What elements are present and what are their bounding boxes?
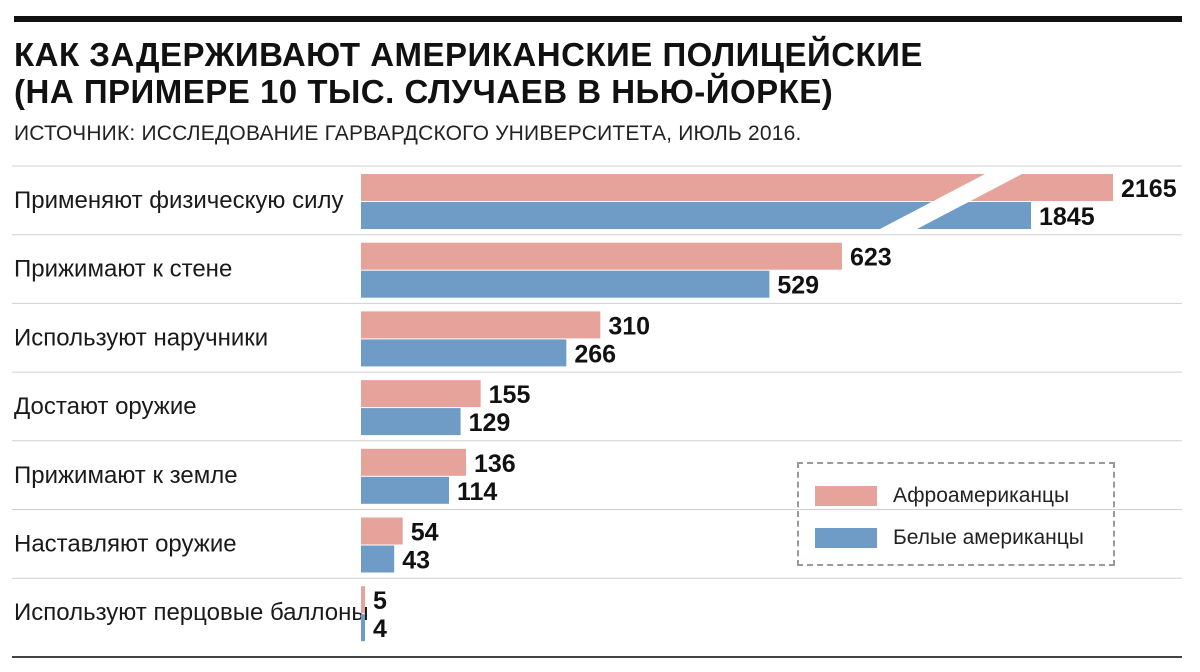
row-3-value-white: 266 — [574, 340, 616, 368]
row-4-category-label: Достают оружие — [14, 393, 197, 420]
row-3-category-label: Используют наручники — [14, 324, 268, 351]
chart-title-line-2: (НА ПРИМЕРЕ 10 ТЫС. СЛУЧАЕВ В НЬЮ-ЙОРКЕ) — [14, 73, 834, 110]
row-5-bar-afro — [361, 448, 466, 476]
row-2-bar-afro — [361, 242, 842, 270]
legend-swatch-white — [815, 528, 877, 548]
row-5-value-afro: 136 — [474, 450, 516, 478]
row-5-value-white: 114 — [457, 478, 497, 506]
legend-label-white: Белые американцы — [893, 526, 1084, 549]
row-2-category-label: Прижимают к стене — [14, 256, 232, 283]
row-6-value-afro: 54 — [411, 519, 439, 547]
chart-source: ИСТОЧНИК: ИССЛЕДОВАНИЕ ГАРВАРДСКОГО УНИВ… — [14, 122, 802, 145]
row-4-value-afro: 155 — [489, 381, 531, 409]
chart-title-line-1: КАК ЗАДЕРЖИВАЮТ АМЕРИКАНСКИЕ ПОЛИЦЕЙСКИЕ — [14, 36, 923, 73]
row-6-category-label: Наставляют оружие — [14, 531, 237, 558]
row-7-bar-afro — [361, 586, 365, 614]
row-7-category-label: Используют перцовые баллоны — [14, 599, 369, 626]
row-6-bar-white — [361, 545, 395, 573]
legend-swatch-afro — [815, 486, 877, 506]
row-1-category-label: Применяют физическую силу — [14, 187, 344, 214]
row-7-bar-white — [361, 614, 365, 642]
legend: Афроамериканцы Белые американцы — [797, 462, 1115, 566]
row-4-bar-afro — [361, 380, 481, 408]
row-3-bar-afro — [361, 311, 601, 339]
row-6-value-white: 43 — [402, 547, 430, 575]
legend-item-afro: Афроамериканцы — [815, 484, 1069, 508]
row-4-bar-white — [361, 408, 461, 436]
row-7-value-white: 4 — [373, 615, 387, 643]
row-1-value-white: 1845 — [1039, 203, 1095, 231]
chart-title: КАК ЗАДЕРЖИВАЮТ АМЕРИКАНСКИЕ ПОЛИЦЕЙСКИЕ… — [14, 36, 1184, 110]
row-2-value-afro: 623 — [850, 244, 892, 272]
row-2-value-white: 529 — [777, 272, 819, 300]
legend-label-afro: Афроамериканцы — [893, 484, 1070, 507]
row-7-value-afro: 5 — [373, 587, 387, 615]
row-6-bar-afro — [361, 517, 403, 545]
top-rule — [14, 16, 1182, 22]
row-2-bar-white — [361, 270, 770, 298]
row-3-bar-white — [361, 339, 567, 367]
legend-item-white: Белые американцы — [815, 526, 1084, 550]
row-3-value-afro: 310 — [608, 312, 650, 340]
row-4-value-white: 129 — [469, 409, 511, 437]
row-5-bar-white — [361, 476, 450, 504]
axis-break-mark — [880, 174, 1022, 229]
row-5-category-label: Прижимают к земле — [14, 462, 238, 489]
row-1-value-afro: 2165 — [1121, 175, 1177, 203]
